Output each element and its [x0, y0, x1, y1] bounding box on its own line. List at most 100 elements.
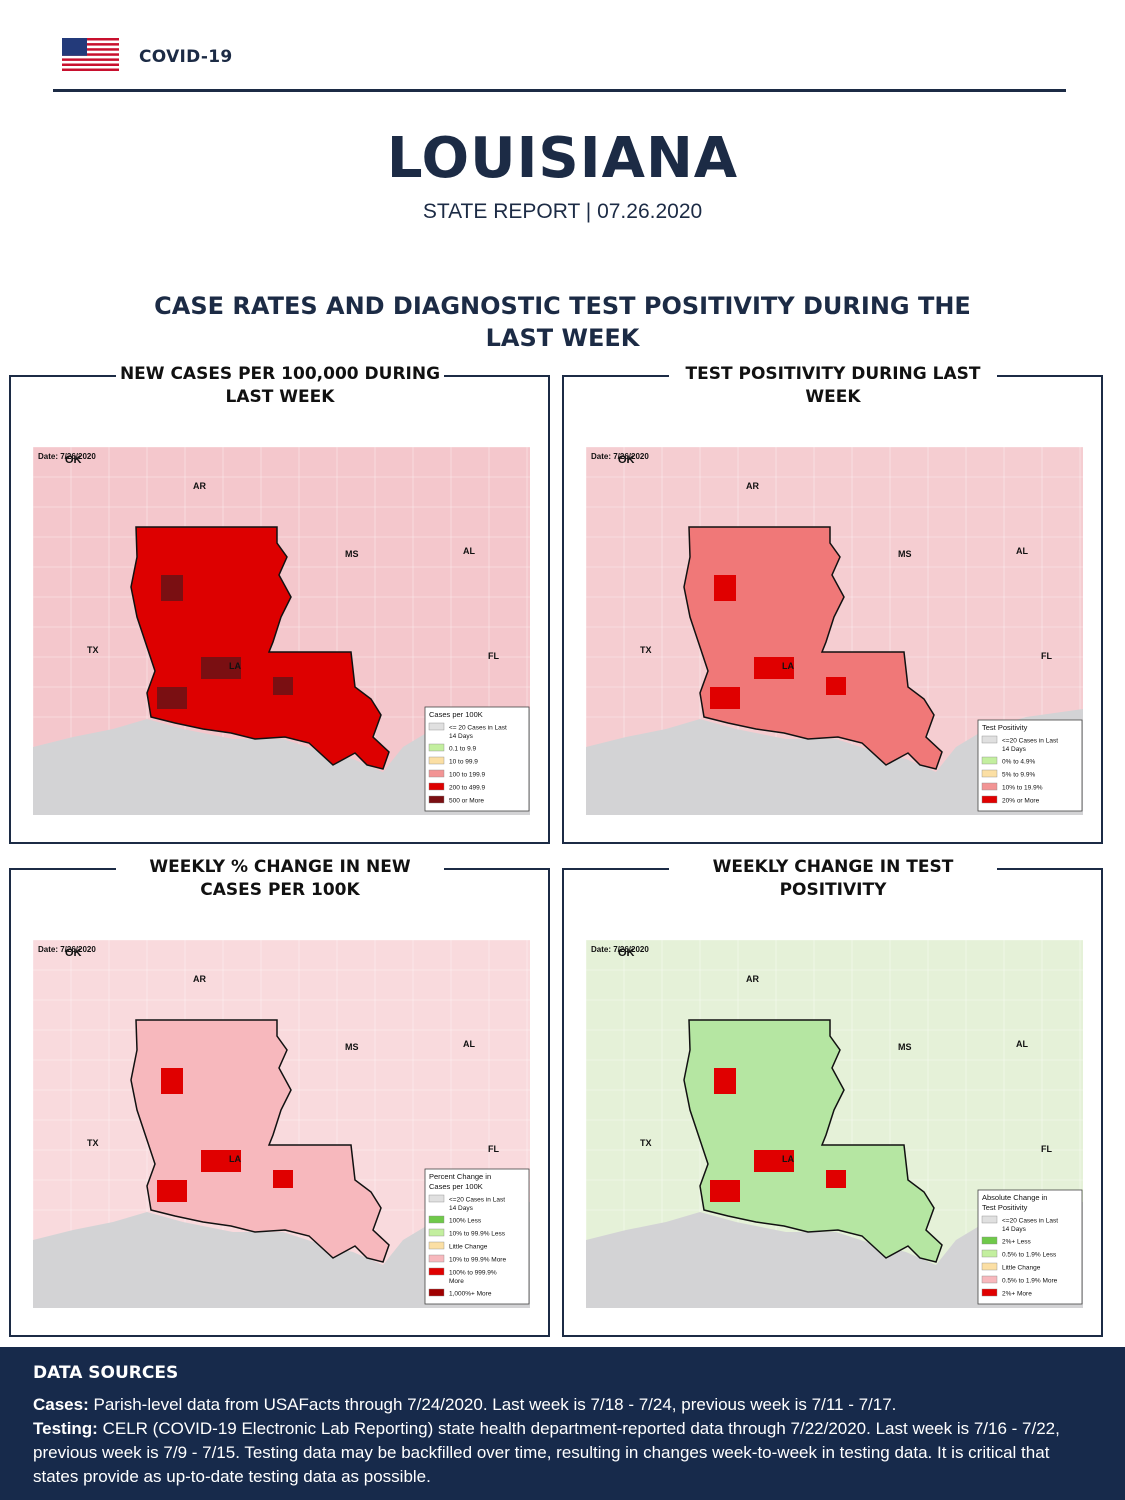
- cases-label: Cases:: [33, 1395, 89, 1414]
- louisiana-state: [683, 1019, 943, 1263]
- legend-swatch: [981, 769, 998, 778]
- legend-swatch: [428, 782, 445, 791]
- legend-box: [977, 1189, 1083, 1305]
- testing-text: CELR (COVID-19 Electronic Lab Reporting)…: [33, 1419, 1060, 1486]
- legend-title: Test Positivity: [982, 723, 1028, 732]
- legend-label: 200 to 499.9: [449, 785, 486, 792]
- map-date-label: Date: 7/26/2020: [38, 945, 96, 954]
- legend-label: 14 Days: [449, 1205, 474, 1212]
- legend-box: [424, 1168, 530, 1305]
- map-date-label: Date: 7/26/2020: [38, 452, 96, 461]
- legend-swatch: [981, 1236, 998, 1245]
- legend-swatch: [428, 769, 445, 778]
- hotspot-parish: [157, 687, 187, 709]
- legend-label: <= 20 Cases in Last: [449, 725, 507, 732]
- legend-label: 500 or More: [449, 798, 484, 805]
- state-label-tx: TX: [640, 1138, 652, 1148]
- legend-label: 100 to 199.9: [449, 772, 486, 779]
- state-label-ok: OK: [65, 454, 82, 466]
- legend-label: 0.5% to 1.9% Less: [1002, 1252, 1057, 1259]
- legend-label: 14 Days: [1002, 746, 1027, 753]
- hotspot-parish: [161, 1068, 183, 1094]
- legend-swatch: [981, 756, 998, 765]
- data-sources-footer: DATA SOURCES Cases: Parish-level data fr…: [0, 1347, 1125, 1500]
- legend-swatch: [428, 1215, 445, 1224]
- panel-title: NEW CASES PER 100,000 DURING LAST WEEK: [116, 363, 444, 409]
- panel-case-change: WEEKLY % CHANGE IN NEW CASES PER 100K Da…: [9, 856, 550, 1337]
- legend-title: Percent Change in: [429, 1172, 491, 1181]
- state-label-ms: MS: [898, 1042, 912, 1052]
- state-label-ar: AR: [746, 481, 759, 491]
- state-label-fl: FL: [1041, 651, 1052, 661]
- state-label-tx: TX: [87, 645, 99, 655]
- legend-label: 14 Days: [1002, 1226, 1027, 1233]
- map-date-label: Date: 7/26/2020: [591, 452, 649, 461]
- state-label-al: AL: [463, 546, 475, 556]
- state-label-ok: OK: [65, 947, 82, 959]
- us-flag-icon: [62, 38, 119, 71]
- state-label-tx: TX: [640, 645, 652, 655]
- state-label-ok: OK: [618, 454, 635, 466]
- legend-swatch: [981, 1275, 998, 1284]
- state-label-ar: AR: [746, 974, 759, 984]
- state-label-la: LA: [229, 661, 241, 671]
- footer-title: DATA SOURCES: [33, 1363, 179, 1383]
- state-label-ms: MS: [345, 549, 359, 559]
- legend-label: 2%+ Less: [1002, 1239, 1031, 1246]
- report-header: COVID-19: [0, 0, 1125, 95]
- legend-label: 10 to 99.9: [449, 759, 478, 766]
- legend-swatch: [981, 782, 998, 791]
- gulf-of-mexico: [33, 709, 530, 815]
- legend-swatch: [428, 1241, 445, 1250]
- gulf-of-mexico: [586, 1202, 1083, 1308]
- state-label-fl: FL: [1041, 1144, 1052, 1154]
- legend-label: <=20 Cases in Last: [1002, 1218, 1058, 1225]
- legend-swatch: [981, 1262, 998, 1271]
- legend-swatch: [428, 722, 445, 731]
- legend-label: 100% Less: [449, 1218, 482, 1225]
- legend-label: 0.1 to 9.9: [449, 746, 476, 753]
- hotspot-parish: [714, 1068, 736, 1094]
- legend-label: 14 Days: [449, 733, 474, 740]
- legend-title: Cases per 100K: [429, 1182, 483, 1191]
- state-label-al: AL: [1016, 546, 1028, 556]
- legend-label: 10% to 19.9%: [1002, 785, 1043, 792]
- legend-label: Little Change: [1002, 1265, 1041, 1272]
- testing-label: Testing:: [33, 1419, 98, 1438]
- legend-label: 1,000%+ More: [449, 1291, 492, 1298]
- legend-label: Little Change: [449, 1244, 488, 1251]
- legend-swatch: [428, 743, 445, 752]
- legend-swatch: [428, 1254, 445, 1263]
- legend-label: 100% to 999.9%: [449, 1270, 497, 1277]
- gulf-of-mexico: [33, 1202, 530, 1308]
- testing-source: Testing: CELR (COVID-19 Electronic Lab R…: [33, 1417, 1098, 1489]
- louisiana-state: [130, 526, 390, 770]
- panel-title: TEST POSITIVITY DURING LAST WEEK: [669, 363, 997, 409]
- state-label-la: LA: [782, 1154, 794, 1164]
- legend-swatch: [981, 795, 998, 804]
- hotspot-parish: [754, 1150, 794, 1172]
- panel-title: WEEKLY CHANGE IN TEST POSITIVITY: [669, 856, 997, 902]
- cases-source: Cases: Parish-level data from USAFacts t…: [33, 1393, 1098, 1417]
- legend-swatch: [428, 1228, 445, 1237]
- legend-label: 0.5% to 1.9% More: [1002, 1278, 1058, 1285]
- state-label-ar: AR: [193, 481, 206, 491]
- state-label-al: AL: [463, 1039, 475, 1049]
- legend-swatch: [981, 1249, 998, 1258]
- hotspot-parish: [710, 1180, 740, 1202]
- report-subtitle: STATE REPORT | 07.26.2020: [422, 200, 703, 223]
- state-label-ms: MS: [345, 1042, 359, 1052]
- legend-label: 5% to 9.9%: [1002, 772, 1035, 779]
- state-label-fl: FL: [488, 651, 499, 661]
- map-date-label: Date: 7/26/2020: [591, 945, 649, 954]
- hotspot-parish: [754, 657, 794, 679]
- state-label-fl: FL: [488, 1144, 499, 1154]
- legend-label: 20% or More: [1002, 798, 1040, 805]
- legend-swatch: [428, 795, 445, 804]
- hotspot-parish: [826, 1170, 846, 1188]
- hotspot-parish: [273, 677, 293, 695]
- state-label-ar: AR: [193, 974, 206, 984]
- hotspot-parish: [157, 1180, 187, 1202]
